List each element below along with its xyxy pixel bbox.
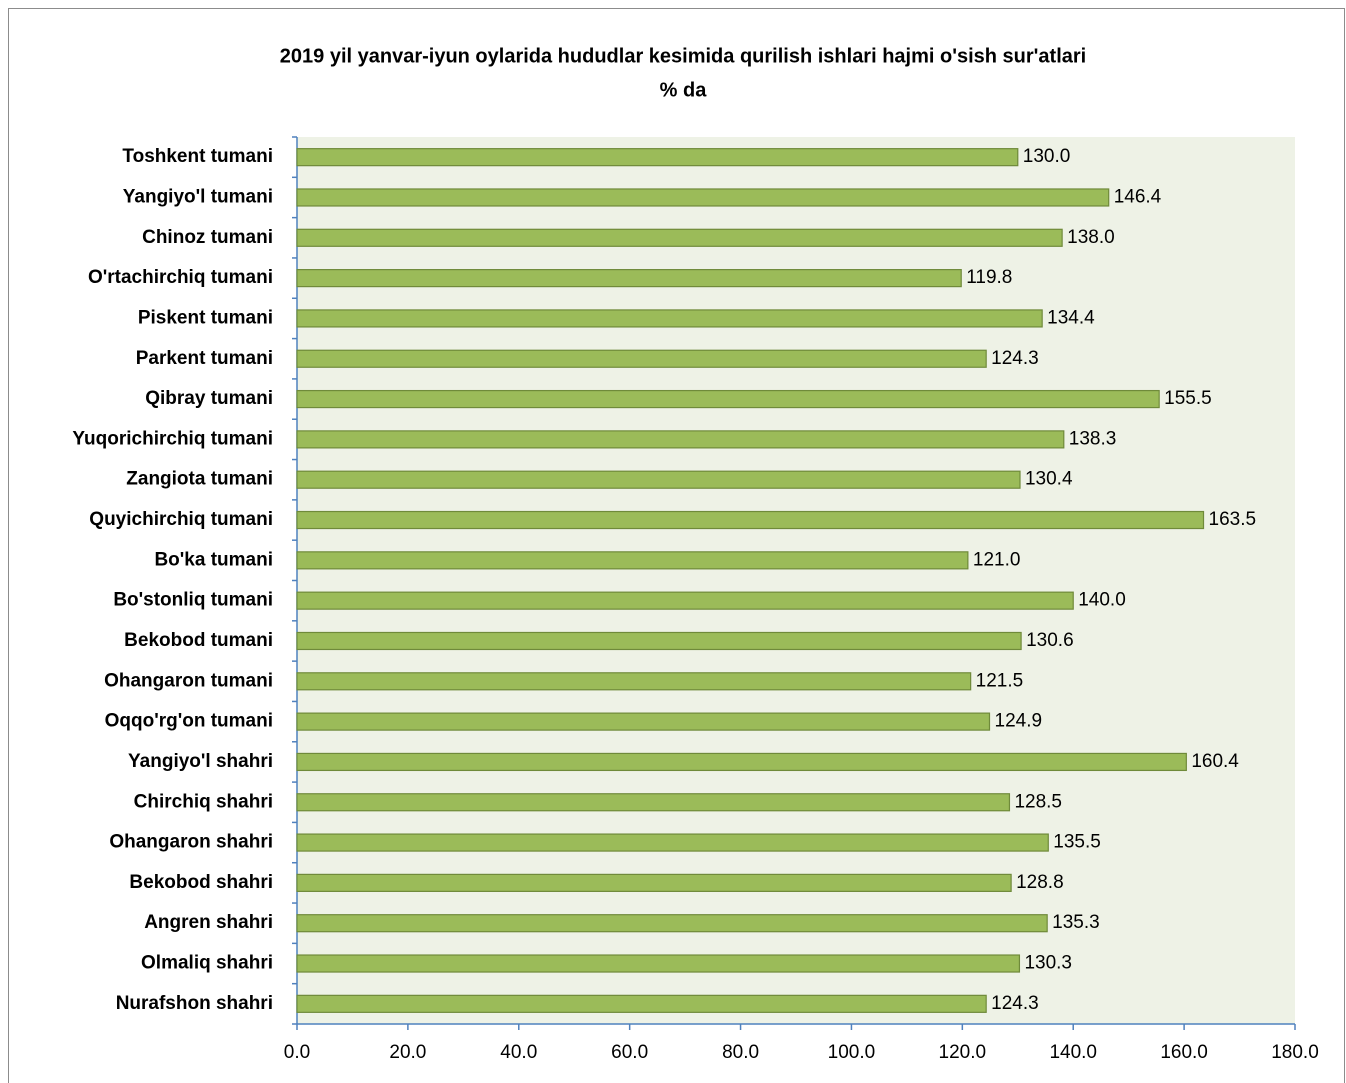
category-label: Zangiota tumani (126, 469, 273, 490)
x-tick-label: 120.0 (939, 1042, 987, 1063)
category-label: Bekobod shahri (129, 872, 273, 893)
x-tick-label: 20.0 (389, 1042, 426, 1063)
category-label: Yuqorichirchiq tumani (72, 428, 273, 449)
value-label: 130.6 (1026, 630, 1074, 651)
value-label: 135.3 (1052, 912, 1100, 933)
bar (296, 349, 987, 368)
bar (296, 228, 1063, 247)
category-label: Oqqo'rg'on tumani (105, 711, 273, 732)
bar (296, 389, 1160, 409)
category-label: Piskent tumani (138, 307, 273, 328)
x-tick-label: 180.0 (1271, 1042, 1319, 1063)
value-label: 130.4 (1025, 469, 1073, 490)
category-label: Parkent tumani (136, 348, 273, 369)
category-label: Bo'stonliq tumani (113, 590, 273, 611)
bar (296, 188, 1110, 207)
bar (296, 148, 1019, 167)
bar (296, 510, 1205, 530)
value-label: 155.5 (1164, 388, 1212, 409)
category-label: O'rtachirchiq tumani (88, 267, 273, 288)
category-label: Ohangaron tumani (104, 670, 273, 691)
value-label: 124.9 (995, 711, 1043, 732)
value-label: 135.5 (1053, 832, 1101, 853)
x-tick-label: 0.0 (284, 1042, 310, 1063)
category-label: Chirchiq shahri (134, 791, 273, 812)
value-label: 140.0 (1078, 590, 1126, 611)
bar (296, 954, 1021, 973)
bar (296, 793, 1011, 812)
chart-subtitle: % da (660, 79, 708, 101)
bar (296, 631, 1022, 651)
category-label: Olmaliq shahri (141, 953, 273, 974)
bar (296, 591, 1074, 610)
value-label: 130.3 (1024, 953, 1072, 974)
value-label: 119.8 (966, 267, 1012, 288)
bar (296, 994, 987, 1013)
category-label: Bekobod tumani (124, 630, 273, 651)
value-label: 130.0 (1023, 146, 1071, 167)
value-label: 138.0 (1067, 227, 1115, 248)
bar (296, 873, 1012, 892)
bar (296, 833, 1049, 852)
value-label: 128.8 (1016, 872, 1064, 893)
category-label: Quyichirchiq tumani (89, 509, 273, 530)
bar (296, 430, 1065, 449)
value-label: 163.5 (1209, 509, 1257, 530)
bar (296, 752, 1187, 772)
category-label: Angren shahri (144, 912, 273, 933)
bar (296, 551, 969, 570)
bar (296, 309, 1043, 328)
category-label: Qibray tumani (145, 388, 273, 409)
bar (296, 672, 972, 691)
x-tick-label: 80.0 (722, 1042, 759, 1063)
category-label: Nurafshon shahri (116, 993, 273, 1014)
x-tick-label: 60.0 (611, 1042, 648, 1063)
value-label: 160.4 (1191, 751, 1239, 772)
x-tick-label: 100.0 (828, 1042, 876, 1063)
chart-title: 2019 yil yanvar-iyun oylarida hududlar k… (280, 45, 1086, 67)
category-label: Bo'ka tumani (154, 549, 273, 570)
value-label: 128.5 (1014, 791, 1062, 812)
category-label: Yangiyo'l shahri (128, 751, 273, 772)
bar (296, 712, 991, 731)
category-label: Ohangaron shahri (109, 832, 273, 853)
x-tick-label: 160.0 (1160, 1042, 1208, 1063)
value-label: 146.4 (1114, 186, 1162, 207)
value-label: 121.5 (976, 670, 1024, 691)
category-label: Chinoz tumani (142, 227, 273, 248)
value-label: 121.0 (973, 549, 1021, 570)
value-label: 124.3 (991, 348, 1039, 369)
category-label: Yangiyo'l tumani (123, 186, 273, 207)
value-label: 138.3 (1069, 428, 1117, 449)
bar (296, 269, 962, 288)
x-tick-label: 40.0 (500, 1042, 537, 1063)
bar (296, 470, 1021, 489)
value-label: 124.3 (991, 993, 1039, 1014)
bar (296, 914, 1048, 933)
category-label: Toshkent tumani (122, 146, 273, 167)
x-tick-label: 140.0 (1049, 1042, 1097, 1063)
value-label: 134.4 (1047, 307, 1095, 328)
